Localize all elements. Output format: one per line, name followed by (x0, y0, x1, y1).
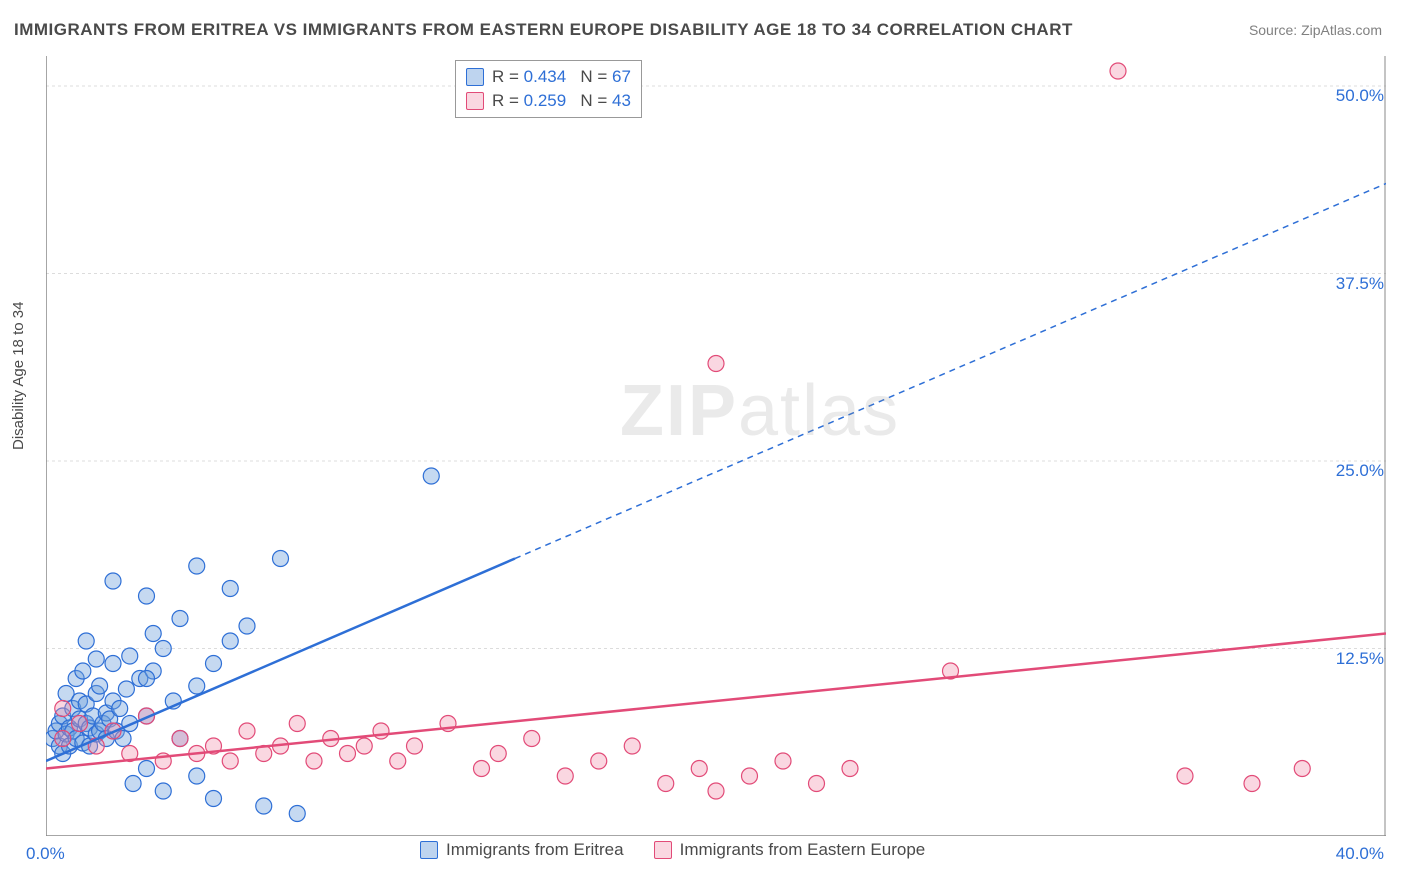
source-attribution: Source: ZipAtlas.com (1249, 22, 1382, 38)
legend-swatch (466, 68, 484, 86)
x-tick-label-max: 40.0% (1336, 844, 1384, 864)
x-tick-label-min: 0.0% (26, 844, 65, 864)
legend-swatch (420, 841, 438, 859)
y-tick-label: 12.5% (1336, 649, 1384, 669)
y-tick-label: 37.5% (1336, 274, 1384, 294)
stats-text: R = 0.434 N = 67 (492, 65, 631, 89)
y-tick-label: 50.0% (1336, 86, 1384, 106)
chart-title: IMMIGRANTS FROM ERITREA VS IMMIGRANTS FR… (14, 20, 1073, 40)
legend-label: Immigrants from Eritrea (446, 840, 624, 860)
stats-row: R = 0.259 N = 43 (466, 89, 631, 113)
scatter-plot (46, 56, 1386, 836)
legend-item: Immigrants from Eritrea (420, 840, 624, 860)
series-legend: Immigrants from Eritrea Immigrants from E… (420, 840, 925, 860)
correlation-stats-box: R = 0.434 N = 67R = 0.259 N = 43 (455, 60, 642, 118)
legend-label: Immigrants from Eastern Europe (680, 840, 926, 860)
y-tick-label: 25.0% (1336, 461, 1384, 481)
legend-swatch (654, 841, 672, 859)
legend-swatch (466, 92, 484, 110)
stats-text: R = 0.259 N = 43 (492, 89, 631, 113)
legend-item: Immigrants from Eastern Europe (654, 840, 926, 860)
y-axis-label: Disability Age 18 to 34 (10, 302, 27, 450)
stats-row: R = 0.434 N = 67 (466, 65, 631, 89)
